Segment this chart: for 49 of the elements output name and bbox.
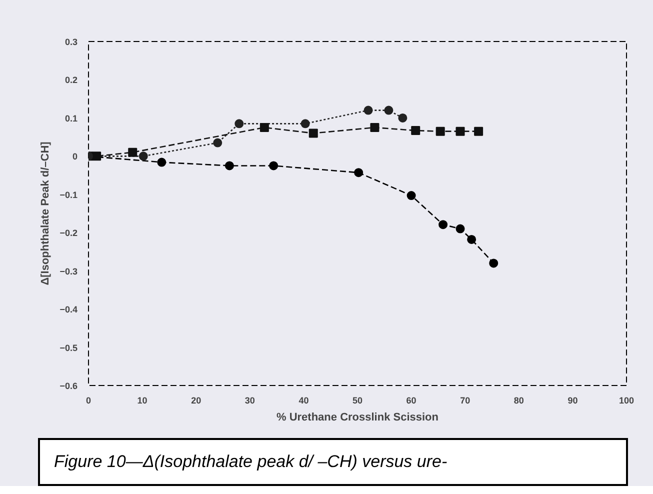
y-tick-label: −0.6 <box>60 381 78 391</box>
point <box>224 161 234 170</box>
y-tick-label: 0 <box>72 152 78 162</box>
point <box>260 123 269 132</box>
point <box>92 152 102 161</box>
y-tick-label: −0.2 <box>60 228 78 238</box>
point <box>406 191 416 200</box>
point <box>300 119 310 128</box>
x-tick-label: 40 <box>298 396 309 406</box>
x-tick-label: 60 <box>406 396 416 406</box>
x-tick-label: 80 <box>514 396 524 406</box>
point <box>308 128 318 138</box>
point <box>370 123 380 132</box>
point <box>364 106 373 115</box>
x-tick-label: 20 <box>191 396 202 406</box>
point <box>436 126 445 136</box>
point <box>398 113 408 122</box>
point <box>489 258 498 268</box>
point <box>157 158 166 167</box>
point <box>269 161 278 170</box>
y-axis-title: Δ[Isophthalate Peak d/–CH] <box>40 141 52 286</box>
caption: Figure 10—Δ(Isophthalate peak d/ –CH) versus ure- <box>54 451 448 473</box>
point <box>456 224 465 234</box>
x-tick-label: 50 <box>352 396 363 406</box>
y-tick-label: −0.1 <box>60 190 78 200</box>
point <box>438 220 448 230</box>
point <box>467 235 476 244</box>
y-tick-label: −0.3 <box>60 266 78 276</box>
y-tick-label: 0.3 <box>64 37 78 47</box>
point <box>128 148 138 157</box>
x-axis-title: % Urethane Crosslink Scission <box>276 412 439 424</box>
y-tick-label: −0.4 <box>60 304 78 315</box>
point <box>138 152 148 161</box>
point <box>474 126 484 136</box>
point <box>384 106 394 115</box>
x-tick-label: 70 <box>460 396 470 406</box>
y-tick-label: 0.1 <box>64 113 78 124</box>
y-tick-label: −0.5 <box>60 342 78 353</box>
point <box>234 119 244 128</box>
x-tick-label: 30 <box>244 396 255 406</box>
x-tick-label: 0 <box>86 396 92 406</box>
point <box>354 168 364 178</box>
point <box>411 126 420 136</box>
x-tick-label: 100 <box>618 396 634 406</box>
point <box>213 138 222 148</box>
y-tick-label: 0.2 <box>64 75 78 86</box>
point <box>456 126 465 136</box>
x-tick-label: 10 <box>137 396 148 406</box>
x-tick-label: 90 <box>568 396 578 406</box>
